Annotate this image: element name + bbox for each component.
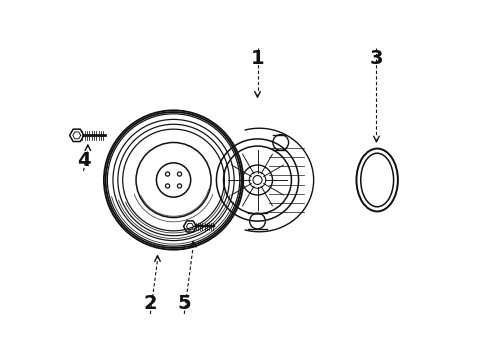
Text: 1: 1: [251, 49, 264, 68]
Text: 5: 5: [177, 294, 191, 313]
Text: 2: 2: [144, 294, 157, 313]
Text: 4: 4: [77, 151, 90, 170]
Text: 3: 3: [370, 49, 383, 68]
